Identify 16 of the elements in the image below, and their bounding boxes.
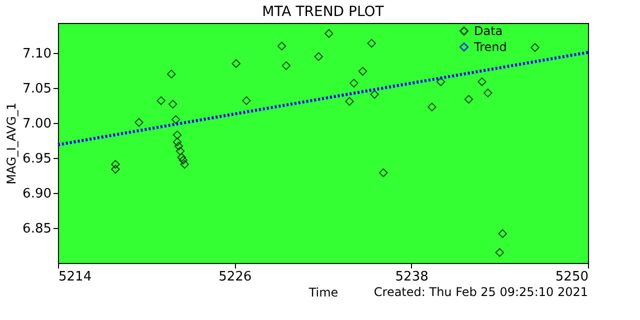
legend-label: Data (474, 24, 503, 38)
x-tick-label: 5250 (555, 270, 588, 284)
y-tick-label: 7.10 (22, 46, 52, 62)
x-tick-label: 5226 (218, 270, 252, 284)
legend-label: Trend (473, 40, 507, 54)
y-tick-label: 7.00 (22, 116, 52, 132)
y-axis-title: MAG_I_AVG_1 (4, 102, 19, 184)
x-tick-label: 5238 (395, 270, 428, 284)
text: Created: Thu Feb 25 09:25:10 2021 (374, 285, 588, 299)
x-tick-label: 5214 (58, 270, 92, 284)
y-tick-label: 7.05 (22, 82, 52, 97)
y-tick-label: 6.85 (22, 222, 52, 237)
x-axis-title: Time (308, 286, 338, 300)
y-tick-label: 6.95 (22, 152, 52, 167)
y-tick-label: 6.90 (22, 186, 52, 202)
chart-title: MTA TREND PLOT (262, 4, 384, 20)
